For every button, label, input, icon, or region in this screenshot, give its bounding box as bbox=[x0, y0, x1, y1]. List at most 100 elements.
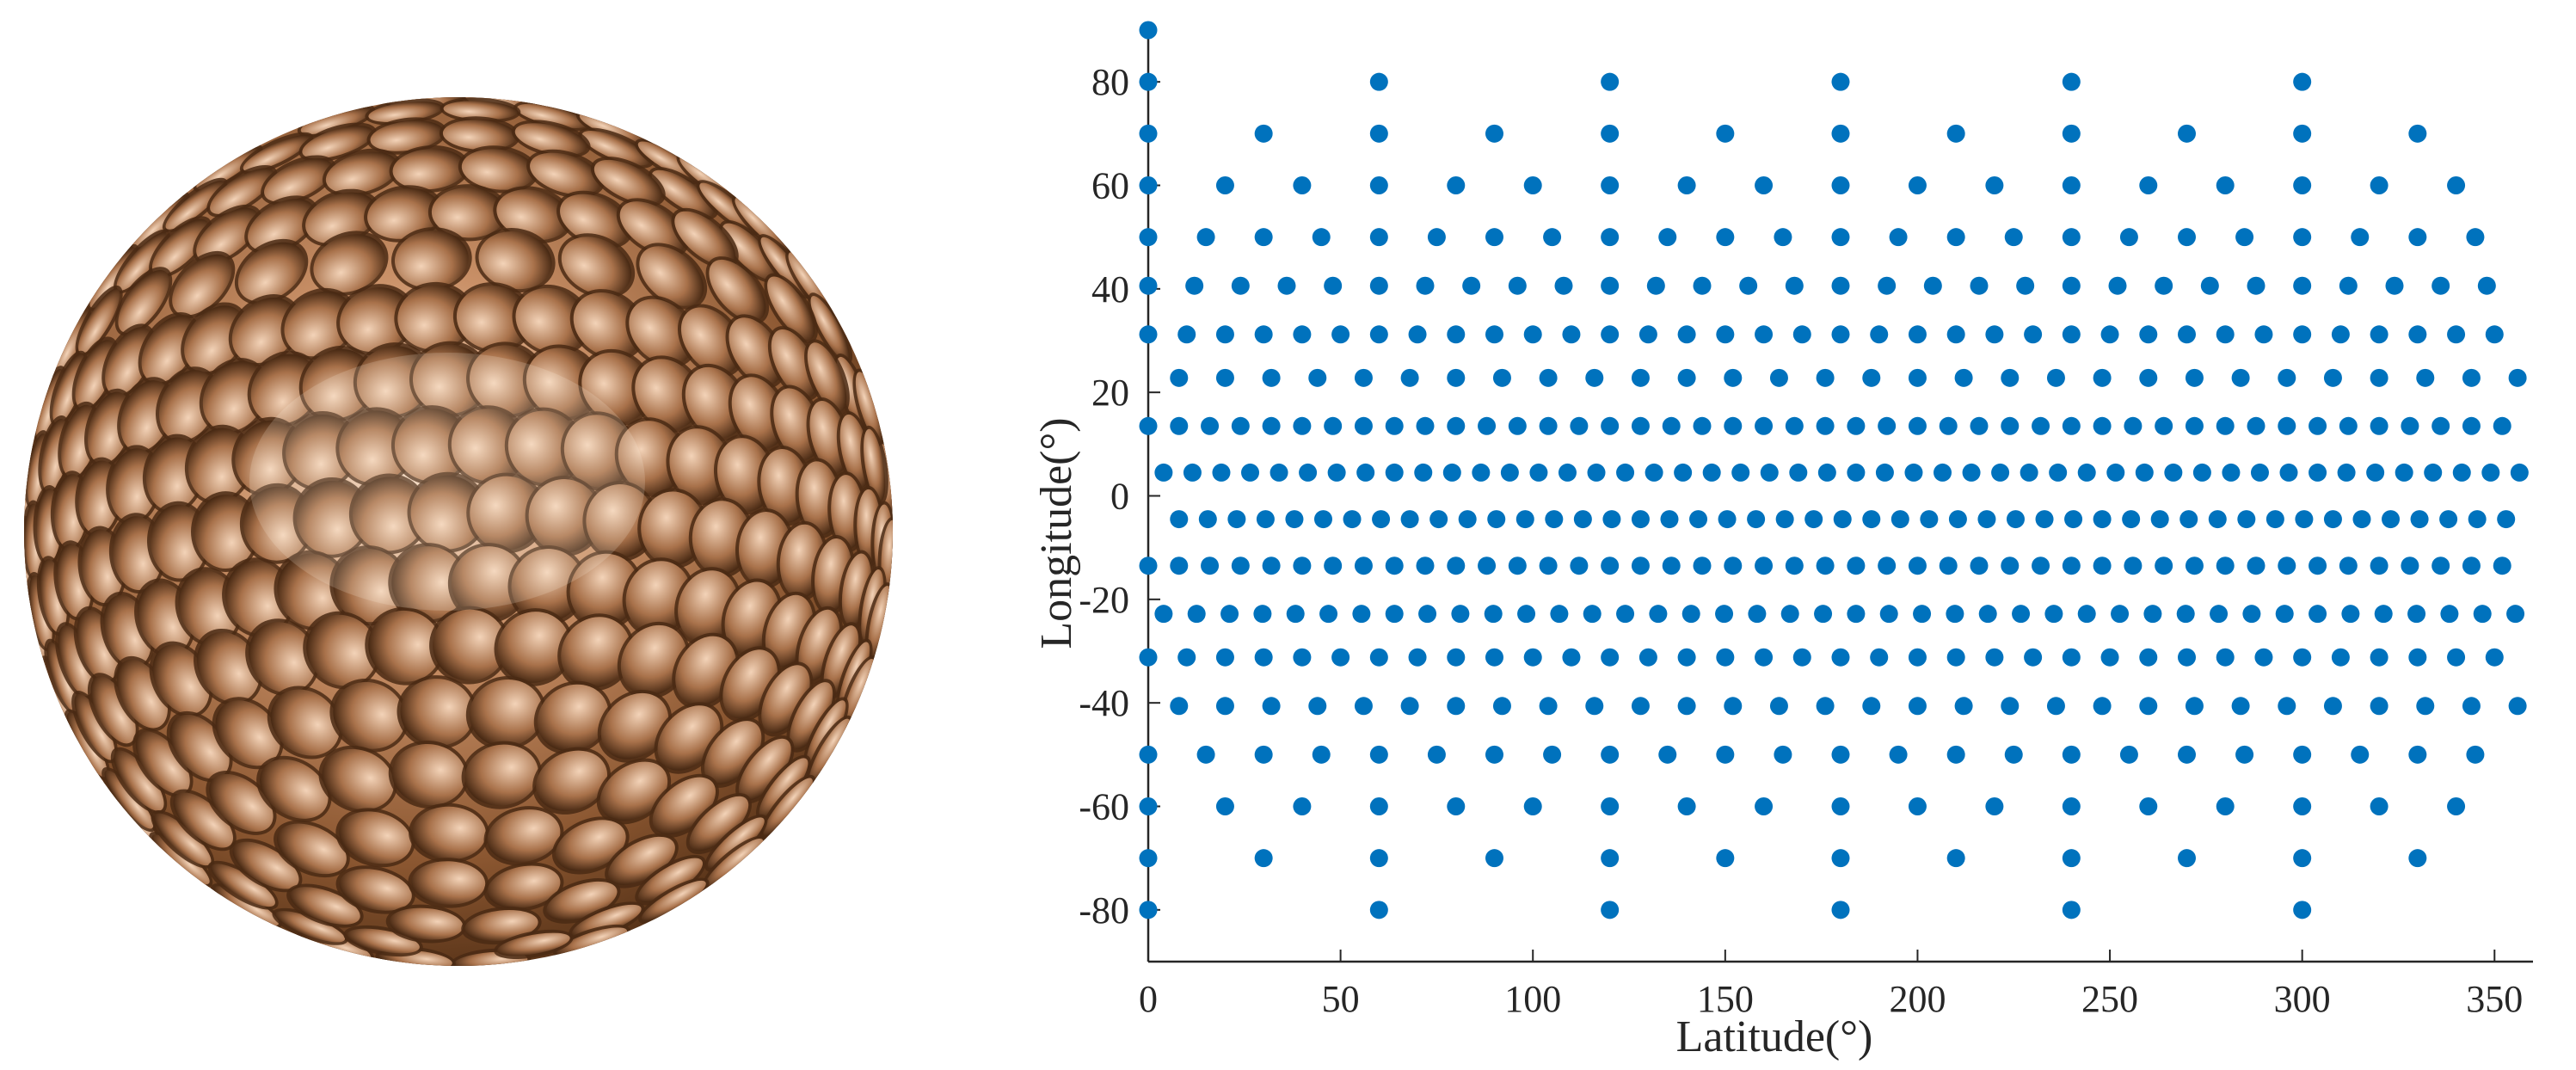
scatter-point bbox=[2462, 697, 2481, 716]
scatter-point bbox=[2150, 510, 2169, 529]
scatter-point bbox=[2077, 605, 2096, 624]
scatter-point bbox=[2370, 176, 2388, 194]
scatter-point bbox=[1414, 463, 1433, 482]
cavity-reflector bbox=[184, 305, 246, 372]
scatter-point bbox=[2408, 849, 2427, 868]
scatter-point bbox=[1285, 510, 1304, 529]
scatter-point bbox=[2024, 648, 2043, 667]
scatter-point bbox=[2143, 605, 2162, 624]
scatter-point bbox=[1831, 176, 1850, 194]
cavity-reflector bbox=[456, 286, 531, 350]
cavity-reflector bbox=[881, 520, 893, 594]
cavity-reflector bbox=[497, 932, 570, 956]
scatter-point bbox=[1645, 463, 1663, 482]
scatter-point bbox=[1831, 228, 1850, 247]
scatter-point bbox=[2508, 697, 2527, 716]
scatter-point bbox=[1447, 648, 1466, 667]
cavity-reflector bbox=[855, 372, 884, 443]
scatter-point bbox=[2382, 510, 2401, 529]
cavity-reflector bbox=[237, 242, 305, 302]
scatter-point bbox=[2250, 463, 2269, 482]
scatter-point bbox=[1847, 557, 1866, 575]
x-tick-label: 200 bbox=[1889, 978, 1946, 1020]
cavity-reflector bbox=[561, 237, 632, 296]
cavity-reflector bbox=[635, 359, 700, 429]
scatter-point bbox=[1558, 463, 1577, 482]
scatter-point bbox=[1312, 228, 1331, 247]
scatter-point bbox=[1833, 510, 1852, 529]
scatter-point bbox=[1755, 325, 1774, 344]
scatter-point bbox=[2100, 648, 2119, 667]
scatter-point bbox=[2062, 228, 2081, 247]
cavity-reflector bbox=[52, 309, 89, 377]
scatter-point bbox=[2247, 557, 2266, 575]
cavity-reflector bbox=[511, 549, 584, 623]
cavity-reflector bbox=[571, 904, 642, 938]
scatter-point bbox=[2331, 325, 2350, 344]
cavity-reflector bbox=[487, 865, 561, 908]
scatter-point bbox=[1515, 510, 1534, 529]
scatter-point bbox=[1254, 325, 1273, 344]
cavity-reflector bbox=[392, 148, 467, 190]
cavity-reflector bbox=[810, 296, 850, 362]
scatter-point bbox=[1354, 557, 1373, 575]
cavity-reflector bbox=[555, 820, 626, 871]
scatter-point bbox=[2293, 901, 2312, 919]
scatter-point bbox=[1755, 416, 1774, 435]
scatter-point bbox=[2510, 463, 2529, 482]
scatter-point bbox=[1587, 463, 1606, 482]
scatter-point bbox=[2062, 557, 2081, 575]
scatter-point bbox=[1570, 416, 1589, 435]
cavity-reflector bbox=[497, 612, 571, 683]
cavity-reflector bbox=[707, 817, 765, 870]
scatter-point bbox=[1139, 276, 1158, 295]
scatter-point bbox=[1970, 276, 1989, 295]
scatter-point bbox=[2035, 510, 2054, 529]
scatter-point bbox=[1674, 463, 1693, 482]
scatter-point bbox=[2235, 228, 2254, 247]
scatter-point bbox=[2408, 745, 2427, 764]
cavity-reflector bbox=[537, 684, 609, 752]
cavity-reflector bbox=[599, 761, 668, 821]
cavity-reflector bbox=[104, 770, 154, 829]
scatter-chart: 0 50 100 150 200 250 300 350 -80 -60 -40 -20 0 20 40 60… bbox=[1032, 21, 2533, 1061]
cavity-reflector bbox=[367, 188, 441, 239]
scatter-point bbox=[2395, 463, 2413, 482]
scatter-point bbox=[2216, 325, 2235, 344]
cavity-reflector bbox=[215, 700, 280, 766]
scatter-point bbox=[1508, 557, 1527, 575]
scatter-point bbox=[2370, 557, 2388, 575]
scatter-point bbox=[2339, 557, 2358, 575]
scatter-point bbox=[1831, 72, 1850, 91]
cavity-reflector bbox=[114, 750, 164, 811]
scatter-point bbox=[2178, 124, 2196, 143]
scatter-point bbox=[1879, 605, 1898, 624]
scatter-point bbox=[1769, 697, 1788, 716]
cavity-reflector bbox=[116, 232, 168, 291]
scatter-point bbox=[1539, 697, 1558, 716]
scatter-point bbox=[1492, 368, 1511, 387]
scatter-point bbox=[2062, 745, 2081, 764]
scatter-point bbox=[1774, 228, 1792, 247]
scatter-point bbox=[1517, 605, 1536, 624]
scatter-point bbox=[2408, 325, 2427, 344]
scatter-point bbox=[1343, 510, 1362, 529]
scatter-point bbox=[1313, 510, 1332, 529]
scatter-point bbox=[1442, 463, 1461, 482]
cavity-reflector bbox=[275, 911, 346, 943]
scatter-point bbox=[1601, 557, 1620, 575]
scatter-point bbox=[2001, 368, 2020, 387]
cavity-reflector bbox=[487, 809, 561, 863]
x-tick-label: 250 bbox=[2081, 978, 2138, 1020]
scatter-point bbox=[1939, 557, 1958, 575]
cavity-reflector bbox=[397, 285, 472, 350]
scatter-point bbox=[1946, 124, 1965, 143]
cavity-reflector bbox=[368, 101, 442, 122]
scatter-point bbox=[1660, 510, 1679, 529]
cavity-reflector bbox=[763, 778, 813, 836]
scatter-point bbox=[1677, 325, 1696, 344]
scatter-point bbox=[1262, 697, 1281, 716]
scatter-point bbox=[2416, 368, 2435, 387]
scatter-point bbox=[1385, 605, 1404, 624]
scatter-point bbox=[1529, 463, 1548, 482]
